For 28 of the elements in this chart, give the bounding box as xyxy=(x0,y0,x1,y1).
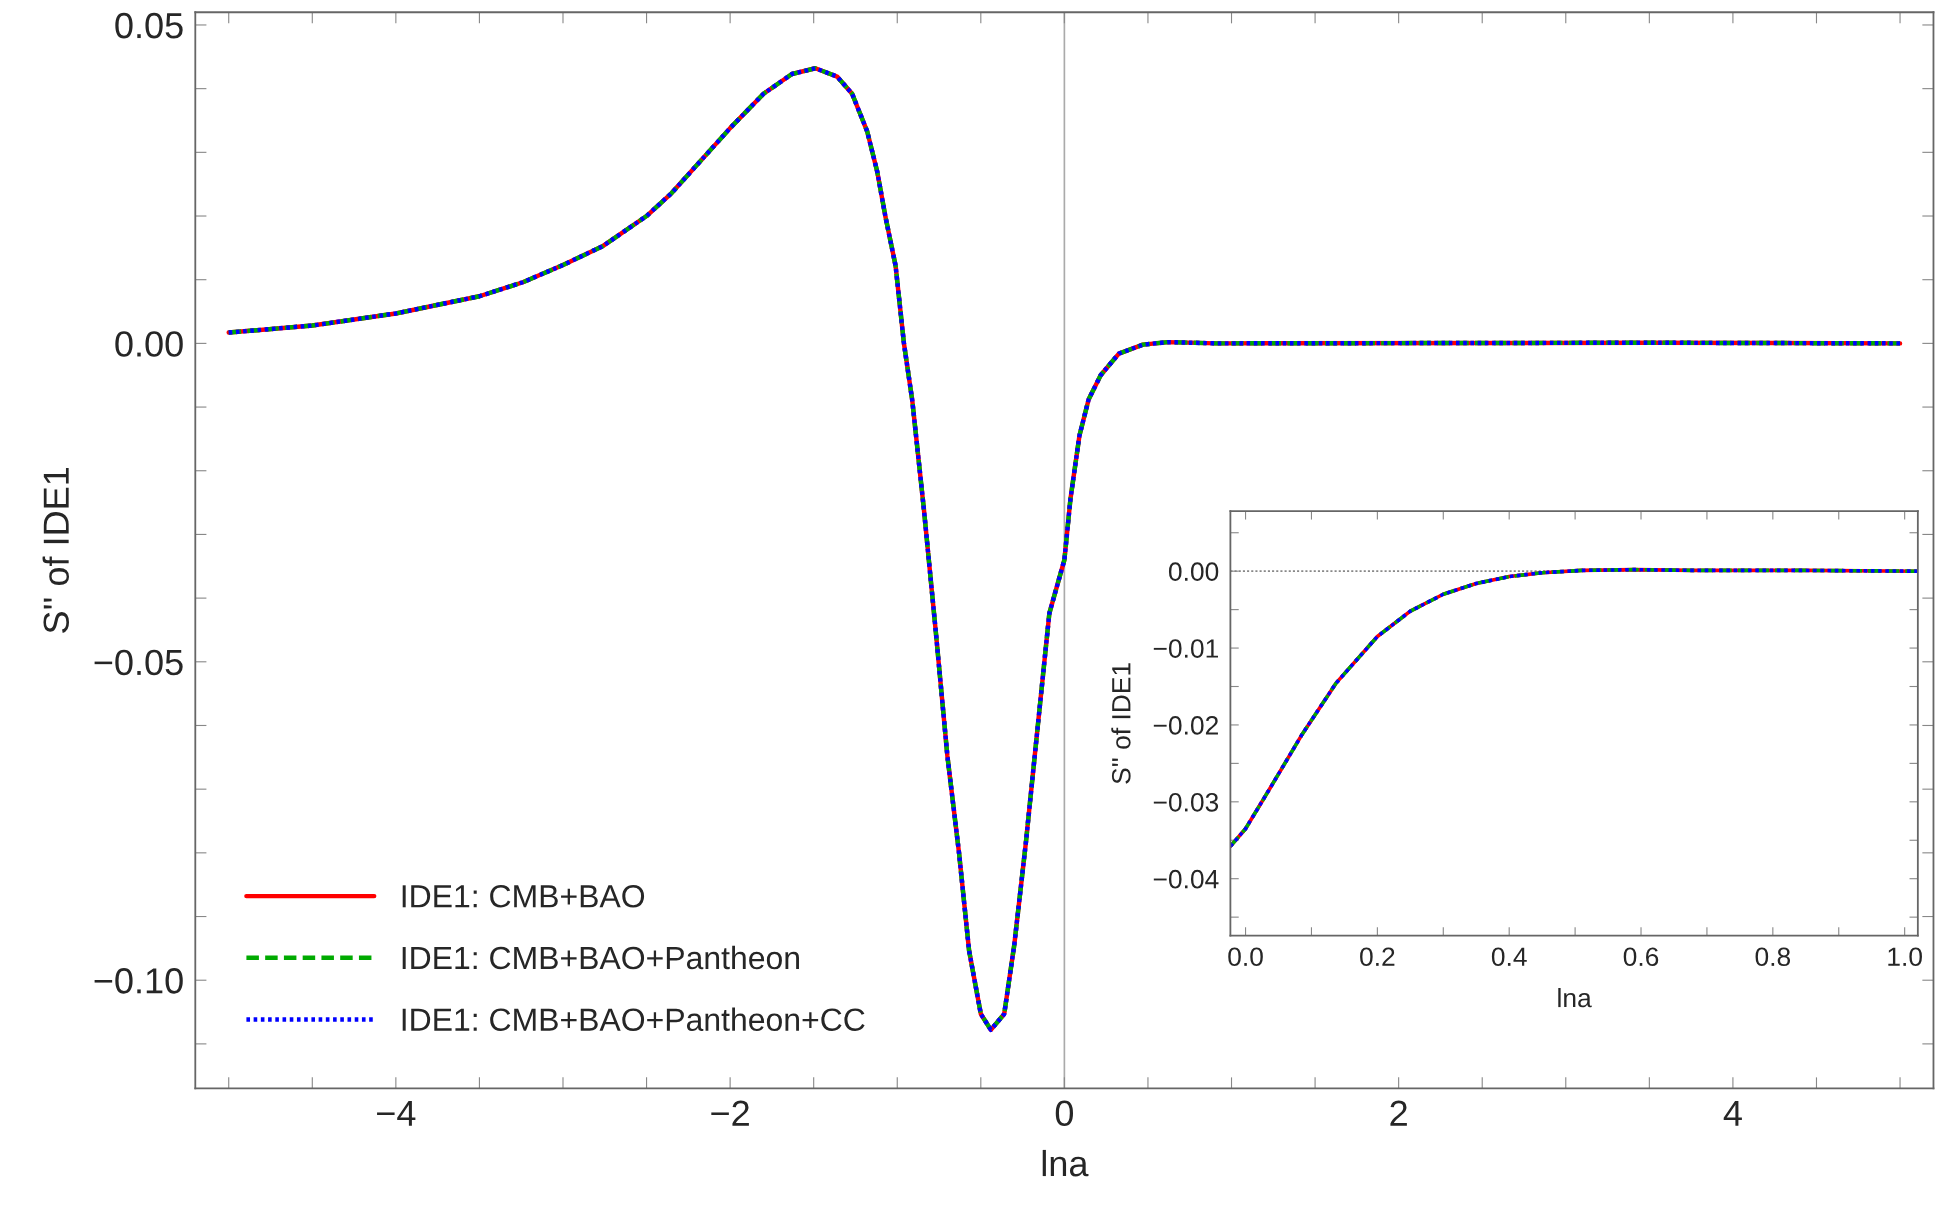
y-tick-label: −0.03 xyxy=(1153,792,1219,812)
x-tick-label: 0.6 xyxy=(1623,947,1659,967)
y-tick-label: 0.00 xyxy=(115,331,183,357)
x-tick-label: −2 xyxy=(711,1100,749,1126)
x-tick-label: −4 xyxy=(377,1100,416,1126)
legend-label: IDE1: CMB+BAO+Pantheon+CC xyxy=(402,1007,865,1032)
y-tick-label: −0.05 xyxy=(94,649,183,676)
x-tick-label: 0.2 xyxy=(1360,947,1395,967)
line-series xyxy=(1230,567,1918,849)
y-axis-title: S'' of IDE1 xyxy=(1111,663,1131,784)
y-tick-label: −0.04 xyxy=(1153,869,1219,889)
y-tick-label: 0.00 xyxy=(1168,562,1219,581)
x-tick-label: 0.4 xyxy=(1491,947,1527,967)
y-tick-label: −0.01 xyxy=(1153,639,1218,658)
legend-label: IDE1: CMB+BAO+Pantheon xyxy=(402,945,799,970)
y-tick-label: −0.02 xyxy=(1153,716,1218,735)
legend-label: IDE1: CMB+BAO xyxy=(402,884,645,908)
x-tick-label: 0.0 xyxy=(1228,947,1263,967)
x-tick-label: 0 xyxy=(1055,1100,1074,1127)
x-tick-label: 1.0 xyxy=(1888,947,1922,967)
y-tick-label: 0.05 xyxy=(115,12,183,39)
x-axis-title: lna xyxy=(1042,1149,1089,1177)
y-axis-title: S'' of IDE1 xyxy=(42,467,70,633)
x-tick-label: 4 xyxy=(1723,1100,1742,1126)
y-tick-label: −0.10 xyxy=(94,968,183,994)
x-tick-label: 2 xyxy=(1390,1100,1407,1126)
x-tick-label: 0.8 xyxy=(1755,947,1791,967)
x-axis-title: lna xyxy=(1558,987,1592,1008)
